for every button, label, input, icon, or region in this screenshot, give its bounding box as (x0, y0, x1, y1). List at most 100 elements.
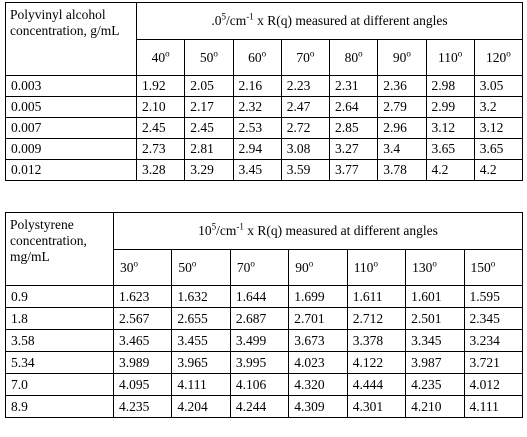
angle-value: 90 (392, 49, 407, 65)
value-cell: 1.595 (463, 285, 524, 308)
value-cell: 2.712 (346, 307, 407, 330)
table-row: 0.003 1.92 2.05 2.16 2.23 2.31 2.36 2.98 3.05 (5, 75, 524, 97)
angle-header: 150o (463, 249, 524, 286)
value-cell: 3.345 (405, 329, 465, 352)
value-cell: 2.79 (377, 96, 427, 118)
corner-label-cell: Polyvinyl alcohol concentration, g/mL (5, 2, 137, 76)
value-cell: 2.345 (463, 307, 524, 330)
value-cell: 3.989 (112, 351, 173, 374)
concentration-cell: 0.012 (5, 159, 137, 181)
angle-header: 110o (346, 249, 407, 286)
concentration-cell: 8.9 (5, 395, 114, 418)
value-cell: 4.210 (405, 395, 465, 418)
value-cell: 4.444 (346, 373, 407, 396)
value-cell: 4.2 (473, 159, 524, 181)
value-cell: 3.721 (463, 351, 524, 374)
value-cell: 3.12 (425, 117, 475, 139)
angle-header: 60o (232, 39, 282, 76)
table-row: 0.012 3.28 3.29 3.45 3.59 3.77 3.78 4.2 4.2 (5, 159, 524, 181)
angle-value: 40 (151, 49, 166, 65)
header-suffix: x R(q) measured at different angles (243, 223, 438, 238)
value-cell: 4.301 (346, 395, 407, 418)
value-cell: 2.31 (328, 75, 379, 97)
table-row: 0.007 2.45 2.45 2.53 2.72 2.85 2.96 3.12 3.12 (5, 117, 524, 139)
value-cell: 3.378 (346, 329, 407, 352)
value-cell: 2.687 (229, 307, 290, 330)
value-cell: 2.53 (232, 117, 282, 139)
value-cell: 2.64 (328, 96, 379, 118)
degree-symbol: o (133, 258, 139, 268)
table-row: 0.9 1.623 1.632 1.644 1.699 1.611 1.601 1.595 (5, 285, 524, 308)
table-row: 0.005 2.10 2.17 2.32 2.47 2.64 2.79 2.99 3.2 (5, 96, 524, 118)
value-cell: 2.73 (135, 138, 186, 160)
angle-header: 130o (405, 249, 465, 286)
value-cell: 2.98 (425, 75, 475, 97)
header-prefix: .0 (211, 13, 222, 28)
degree-symbol: o (213, 48, 218, 58)
corner-label: Polyvinyl alcohol concentration, g/mL (10, 7, 120, 38)
table-row: 1.8 2.567 2.655 2.687 2.701 2.712 2.501 2.345 (5, 307, 524, 330)
value-cell: 3.27 (328, 138, 379, 160)
value-cell: 3.499 (229, 329, 290, 352)
value-cell: 4.111 (463, 395, 524, 418)
angle-value: 150 (470, 259, 491, 275)
angle-value: 110 (353, 259, 374, 275)
concentration-cell: 0.007 (5, 117, 137, 139)
value-cell: 1.699 (288, 285, 348, 308)
value-cell: 2.16 (232, 75, 282, 97)
angle-value: 70 (296, 49, 310, 65)
value-cell: 3.28 (135, 159, 186, 181)
value-cell: 2.36 (377, 75, 427, 97)
value-cell: 3.65 (473, 138, 524, 160)
value-cell: 2.05 (184, 75, 234, 97)
value-cell: 2.85 (328, 117, 379, 139)
angle-header: 90o (377, 39, 427, 76)
column-group-header: 105/cm-1 x R(q) measured at different an… (113, 212, 523, 250)
concentration-cell: 7.0 (5, 373, 114, 396)
value-cell: 3.465 (112, 329, 173, 352)
table-row: 8.9 4.235 4.204 4.244 4.309 4.301 4.210 4.111 (5, 395, 524, 418)
polyvinyl-alcohol-table: Polyvinyl alcohol concentration, g/mL .0… (5, 2, 524, 181)
degree-symbol: o (373, 258, 378, 268)
concentration-cell: 0.9 (5, 285, 114, 308)
value-cell: 2.17 (184, 96, 234, 118)
degree-symbol: o (165, 48, 170, 58)
corner-label: Polystyrene concentration, mg/mL (10, 217, 87, 264)
degree-symbol: o (506, 48, 511, 58)
degree-symbol: o (261, 48, 267, 58)
value-cell: 1.601 (405, 285, 465, 308)
value-cell: 3.59 (280, 159, 331, 181)
table-row: 0.009 2.73 2.81 2.94 3.08 3.27 3.4 3.65 3.65 (5, 138, 524, 160)
concentration-cell: 0.003 (5, 75, 137, 97)
value-cell: 4.235 (405, 373, 465, 396)
angle-header: 90o (288, 249, 348, 286)
value-cell: 2.94 (232, 138, 282, 160)
value-cell: 4.320 (288, 373, 348, 396)
angle-value: 30 (120, 259, 134, 275)
degree-symbol: o (308, 258, 314, 268)
value-cell: 4.235 (112, 395, 173, 418)
value-cell: 3.65 (425, 138, 475, 160)
value-cell: 2.501 (405, 307, 465, 330)
polystyrene-table: Polystyrene concentration, mg/mL 105/cm-… (5, 212, 524, 418)
value-cell: 3.455 (171, 329, 231, 352)
value-cell: 2.96 (377, 117, 427, 139)
degree-symbol: o (406, 48, 411, 58)
value-cell: 3.29 (184, 159, 234, 181)
value-cell: 2.72 (280, 117, 331, 139)
value-cell: 3.995 (229, 351, 290, 374)
value-cell: 3.77 (328, 159, 379, 181)
value-cell: 4.023 (288, 351, 348, 374)
value-cell: 2.45 (184, 117, 234, 139)
value-cell: 3.987 (405, 351, 465, 374)
concentration-cell: 0.005 (5, 96, 137, 118)
value-cell: 2.701 (288, 307, 348, 330)
table-body: 0.9 1.623 1.632 1.644 1.699 1.611 1.601 1.595 1.… (5, 285, 524, 418)
header-suffix: x R(q) measured at different angles (253, 13, 448, 28)
angle-value: 120 (486, 49, 507, 65)
value-cell: 3.4 (377, 138, 427, 160)
table-row: 3.58 3.465 3.455 3.499 3.673 3.378 3.345 3.234 (5, 329, 524, 352)
table-body: 0.003 1.92 2.05 2.16 2.23 2.31 2.36 2.98 3.05 0.0… (5, 75, 524, 181)
value-cell: 2.32 (232, 96, 282, 118)
value-cell: 2.10 (135, 96, 186, 118)
